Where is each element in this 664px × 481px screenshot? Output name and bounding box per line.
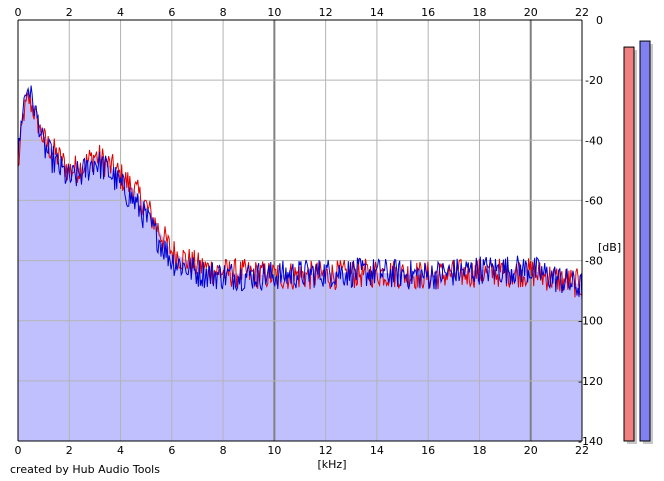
- x-tick-label: 22: [575, 444, 589, 457]
- y-tick-label: 0: [596, 14, 603, 27]
- y-tick-label: -80: [585, 255, 603, 268]
- x-tick-label-top: 4: [117, 6, 124, 19]
- y-tick-label: -140: [578, 435, 603, 448]
- x-tick-label: 20: [524, 444, 538, 457]
- x-tick-label: 0: [15, 444, 22, 457]
- x-tick-label-top: 0: [15, 6, 22, 19]
- y-tick-label: -60: [585, 194, 603, 207]
- series-line-left: [17, 91, 583, 298]
- x-tick-label: 18: [472, 444, 486, 457]
- spectrum-fill-layer: [18, 86, 582, 441]
- x-tick-label-top: 20: [524, 6, 538, 19]
- y-tick-label: -20: [585, 74, 603, 87]
- x-tick-label: 10: [267, 444, 281, 457]
- spectrum-fill-area: [18, 86, 582, 441]
- x-tick-label: 4: [117, 444, 124, 457]
- y-tick-label: -100: [578, 315, 603, 328]
- x-tick-label: 14: [370, 444, 384, 457]
- level-meter-right: [639, 40, 651, 442]
- series-line-right: [17, 85, 583, 301]
- x-tick-label-top: 16: [421, 6, 435, 19]
- x-tick-label-top: 14: [370, 6, 384, 19]
- x-axis-label: [kHz]: [318, 458, 347, 471]
- y-tick-label: -120: [578, 375, 603, 388]
- label-layer: [kHz] [dB] 00224466881010121214141616181…: [15, 6, 622, 471]
- y-tick-label: -40: [585, 134, 603, 147]
- x-tick-label-top: 10: [267, 6, 281, 19]
- series-layer: [17, 85, 583, 301]
- x-tick-label-top: 8: [220, 6, 227, 19]
- level-meter-left: [623, 46, 635, 442]
- x-tick-label-top: 2: [66, 6, 73, 19]
- y-axis-label: [dB]: [598, 241, 621, 254]
- x-tick-label: 6: [168, 444, 175, 457]
- x-tick-label-top: 6: [168, 6, 175, 19]
- x-tick-label: 8: [220, 444, 227, 457]
- credit-text: created by Hub Audio Tools: [10, 463, 160, 476]
- x-tick-label-top: 12: [319, 6, 333, 19]
- axis-layer: [17, 19, 583, 442]
- x-tick-label: 16: [421, 444, 435, 457]
- level-meters: [623, 40, 653, 445]
- x-tick-label: 2: [66, 444, 73, 457]
- x-tick-label: 12: [319, 444, 333, 457]
- x-tick-label-top: 22: [575, 6, 589, 19]
- x-tick-label-top: 18: [472, 6, 486, 19]
